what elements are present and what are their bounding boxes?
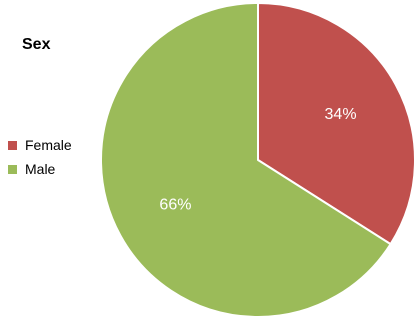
legend-label-male: Male <box>25 161 56 177</box>
legend-item-male: Male <box>8 159 98 179</box>
legend-label-female: Female <box>25 137 72 153</box>
chart-legend: Female Male <box>8 135 98 183</box>
pie-slice-male <box>100 2 392 318</box>
data-label-female: 34% <box>325 106 357 123</box>
chart-title: Sex <box>22 36 51 53</box>
legend-swatch-male <box>8 164 17 174</box>
legend-item-female: Female <box>8 135 98 155</box>
data-label-male: 66% <box>159 197 191 214</box>
legend-swatch-female <box>8 140 17 150</box>
